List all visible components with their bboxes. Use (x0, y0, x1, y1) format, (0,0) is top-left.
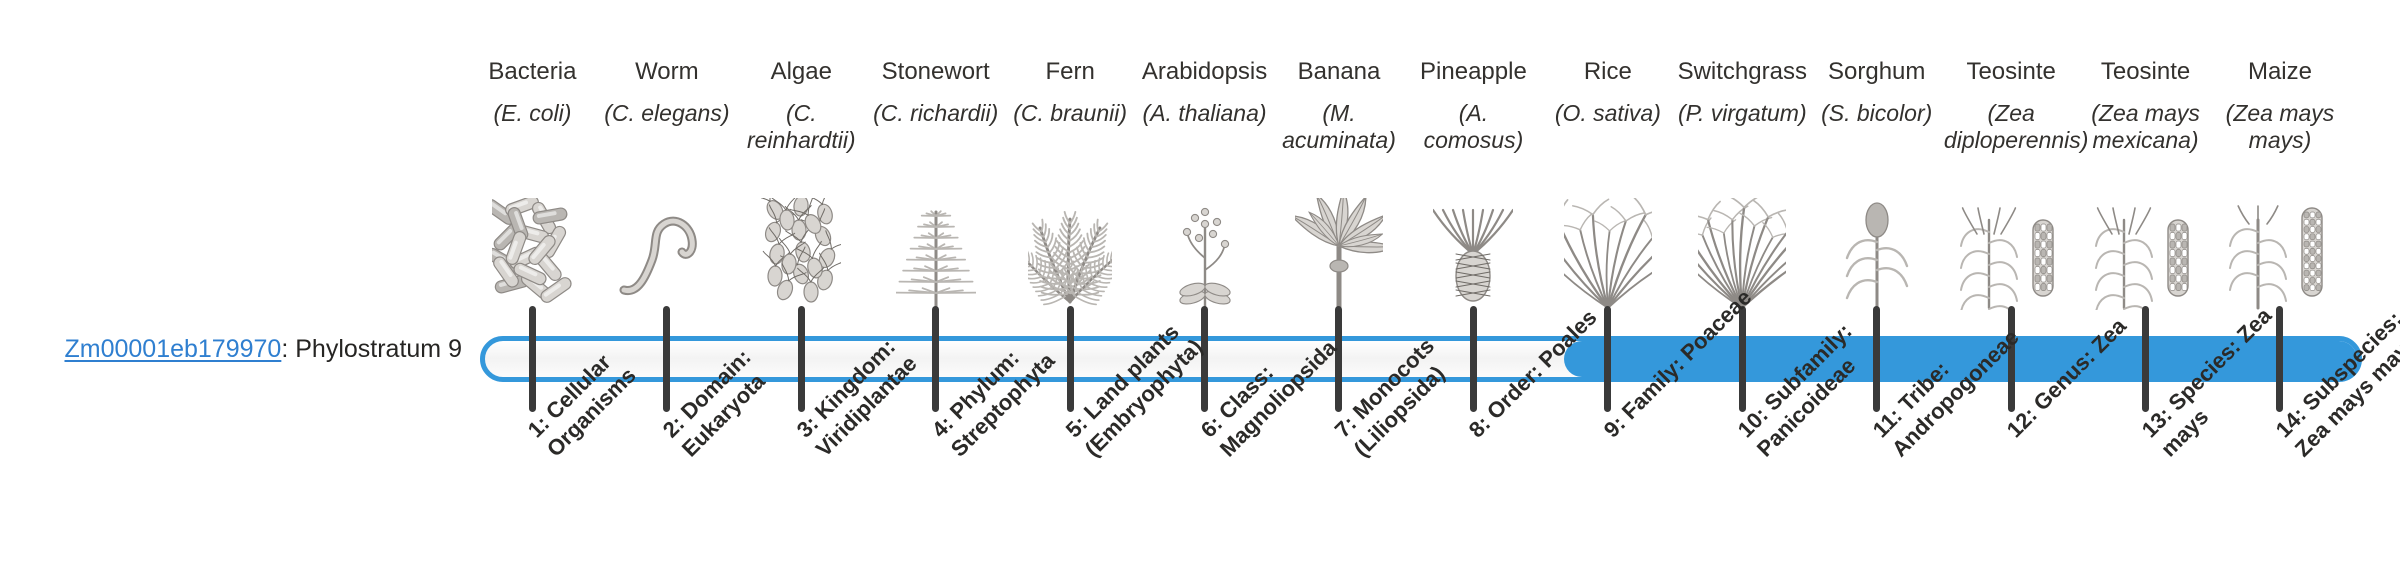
sorghum-plant-icon (1809, 192, 1943, 310)
species-scientific-name: (M. acuminata) (1282, 100, 1396, 153)
species-column-teosinte: Teosinte (Zea diploperennis) (1943, 0, 2089, 320)
stratum-label-row: 1: Cellular Organisms 2: Domain: Eukaryot… (480, 0, 2400, 580)
progress-fill (1564, 341, 2357, 377)
species-common-name: Banana (1297, 58, 1381, 85)
species-column-teosinte: Teosinte (Zea mays mexicana) (2078, 0, 2212, 320)
gene-phylostratum-label: Zm00001eb179970: Phylostratum 9 (0, 334, 462, 364)
species-scientific-name: (S. bicolor) (1821, 100, 1933, 126)
fern-frond-icon (1003, 192, 1137, 310)
stratum-name: Tribe: Andropogoneae (1886, 324, 2024, 462)
green-algae-cells-icon (734, 192, 868, 310)
banana-plant-icon (1272, 192, 1406, 310)
species-common-name: Sorghum (1828, 58, 1926, 85)
teosinte-plant-ear-icon (1944, 192, 2078, 310)
species-common-name: Teosinte (2100, 58, 2191, 85)
stonewort-alga-icon (868, 192, 1002, 310)
phylostratum-progress-bar[interactable] (480, 336, 2362, 382)
gene-id-link[interactable]: Zm00001eb179970 (64, 335, 282, 363)
stratum-name: Family: Poaceae (1616, 284, 1757, 425)
species-common-name: Fern (1045, 58, 1095, 85)
species-scientific-name: (A. comosus) (1423, 100, 1524, 153)
stratum-name: Kingdom: Viridiplantae (810, 333, 922, 462)
gene-label-separator: : (281, 335, 296, 363)
species-scientific-name: (C. elegans) (604, 100, 730, 126)
species-common-name: Arabidopsis (1141, 58, 1268, 85)
stratum-name: Species: Zea mays (2155, 302, 2276, 462)
species-column-fern: Fern (C. braunii) (1003, 0, 1137, 320)
species-column-bacteria: Bacteria (E. coli) (465, 0, 599, 320)
species-column-worm: Worm (C. elegans) (600, 0, 734, 320)
species-column-stonewort: Stonewort (C. richardii) (868, 0, 1002, 320)
species-column-sorghum: Sorghum (S. bicolor) (1809, 0, 1943, 320)
species-common-name: Rice (1583, 58, 1632, 85)
stratum-name: Class: Magnoliopsida (1213, 334, 1341, 462)
species-column-arabidopsis: Arabidopsis (A. thaliana) (1137, 0, 1271, 320)
species-column-algae: Algae (C. reinhardtii) (734, 0, 868, 320)
species-common-name: Worm (635, 58, 699, 85)
stratum-number: 12: (2001, 402, 2043, 443)
species-column-maize: Maize (Zea mays mays) (2213, 0, 2347, 320)
species-column-rice: Rice (O. sativa) (1541, 0, 1675, 320)
species-common-name: Teosinte (1966, 58, 2056, 85)
species-scientific-name: (P. virgatum) (1677, 100, 1807, 126)
species-column-switchgrass: Switchgrass (P. virgatum) (1675, 0, 1809, 320)
arabidopsis-plant-icon (1137, 192, 1271, 310)
stratum-name: Phylum: Streptophyta (944, 345, 1060, 462)
species-common-name: Algae (770, 58, 832, 85)
pineapple-plant-icon (1406, 192, 1540, 310)
species-common-name: Switchgrass (1677, 58, 1807, 85)
switchgrass-plant-icon (1675, 192, 1809, 310)
rice-plant-icon (1541, 192, 1675, 310)
species-scientific-name: (C. reinhardtii) (746, 100, 856, 153)
nematode-worm-icon (600, 192, 734, 310)
species-scientific-name: (C. richardii) (873, 100, 999, 126)
stratum-name: Subfamily: Panicoideae (1752, 318, 1861, 462)
species-common-name: Stonewort (881, 58, 990, 85)
stratum-name: Cellular Organisms (541, 349, 642, 462)
species-common-name: Maize (2247, 58, 2312, 85)
species-scientific-name: (O. sativa) (1554, 100, 1661, 126)
maize-plant-ear-icon (2213, 192, 2347, 310)
teosinte-plant-ear-icon (2078, 192, 2212, 310)
stratum-name: Monocots (Liliopsida) (1347, 333, 1450, 462)
stratum-name: Land plants (Embryophyta) (1079, 319, 1208, 462)
species-scientific-name: (Zea diploperennis) (1943, 100, 2089, 153)
species-scientific-name: (Zea mays mays) (2225, 100, 2335, 153)
species-column-pineapple: Pineapple (A. comosus) (1406, 0, 1540, 320)
bacteria-rods-icon (465, 192, 599, 310)
stratum-name: Genus: Zea (2028, 313, 2132, 416)
progress-track (480, 336, 2362, 382)
species-column-banana: Banana (M. acuminata) (1272, 0, 1406, 320)
phylostratum-value: Phylostratum 9 (295, 335, 462, 363)
species-scientific-name: (E. coli) (493, 100, 572, 126)
stratum-name: Domain: Eukaryota (675, 344, 770, 462)
species-header-row: Bacteria (E. coli) (480, 0, 2362, 580)
species-scientific-name: (Zea mays mexicana) (2091, 100, 2200, 153)
species-common-name: Pineapple (1420, 58, 1527, 85)
species-scientific-name: (A. thaliana) (1142, 100, 1267, 126)
species-common-name: Bacteria (488, 58, 577, 85)
species-scientific-name: (C. braunii) (1013, 100, 1128, 126)
